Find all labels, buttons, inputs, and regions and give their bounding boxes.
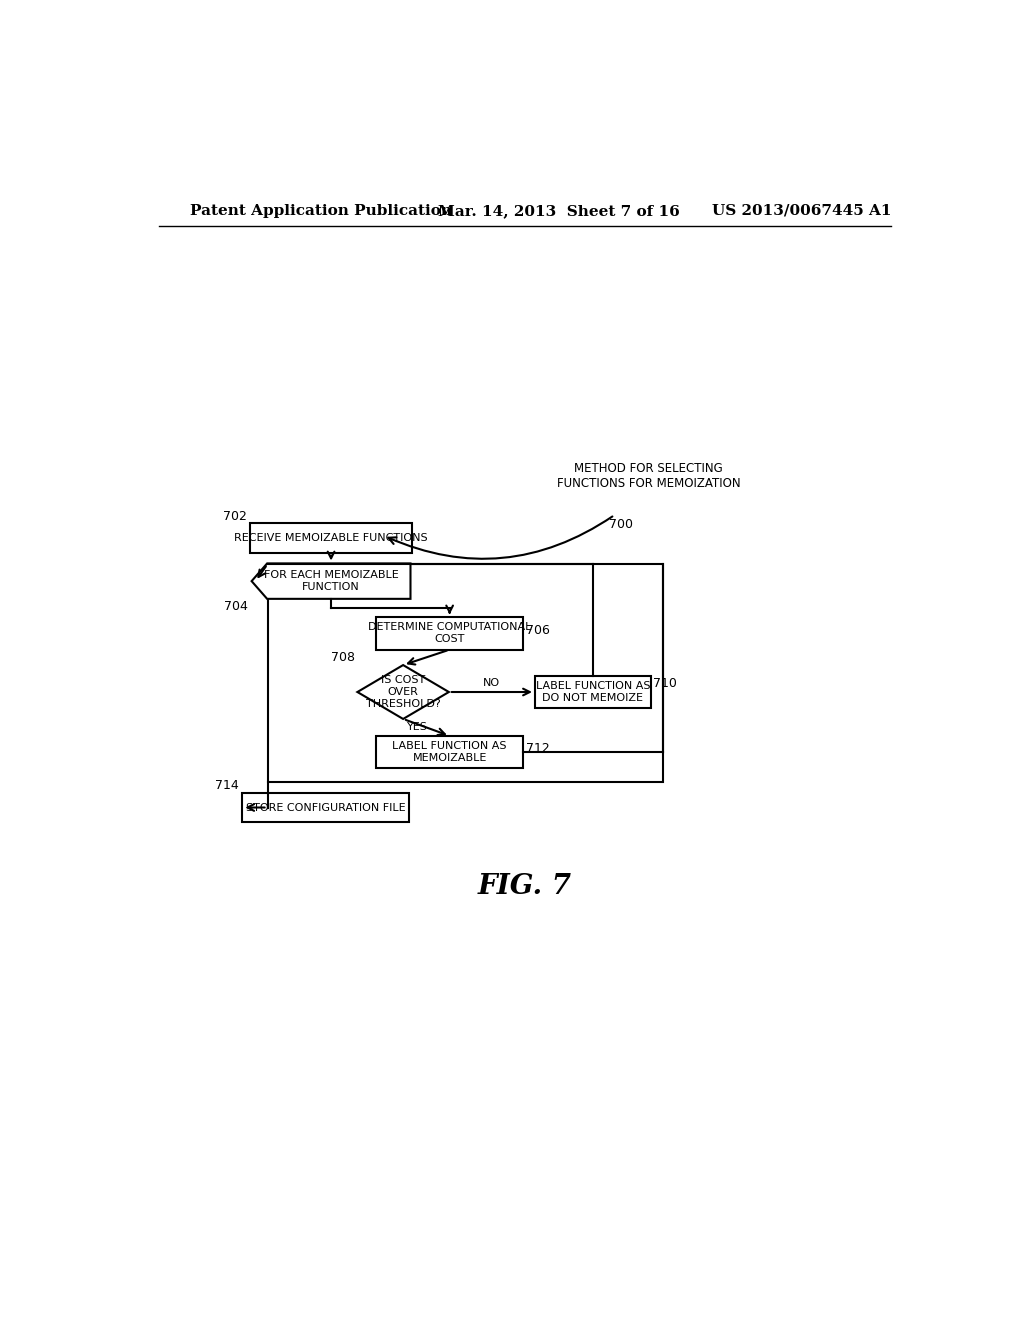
Text: Mar. 14, 2013  Sheet 7 of 16: Mar. 14, 2013 Sheet 7 of 16	[438, 203, 680, 218]
Text: 712: 712	[525, 742, 549, 755]
FancyBboxPatch shape	[267, 564, 663, 781]
Text: 702: 702	[222, 510, 247, 523]
Text: YES: YES	[407, 722, 428, 733]
Text: NO: NO	[483, 678, 501, 688]
Text: METHOD FOR SELECTING
FUNCTIONS FOR MEMOIZATION: METHOD FOR SELECTING FUNCTIONS FOR MEMOI…	[557, 462, 740, 491]
FancyBboxPatch shape	[535, 676, 651, 708]
Text: LABEL FUNCTION AS
MEMOIZABLE: LABEL FUNCTION AS MEMOIZABLE	[392, 741, 507, 763]
Text: DETERMINE COMPUTATIONAL
COST: DETERMINE COMPUTATIONAL COST	[368, 623, 531, 644]
FancyBboxPatch shape	[250, 524, 413, 553]
FancyBboxPatch shape	[243, 793, 409, 822]
FancyBboxPatch shape	[376, 618, 523, 649]
Text: Patent Application Publication: Patent Application Publication	[190, 203, 452, 218]
FancyArrowPatch shape	[388, 516, 612, 558]
Polygon shape	[252, 564, 411, 599]
Text: RECEIVE MEMOIZABLE FUNCTIONS: RECEIVE MEMOIZABLE FUNCTIONS	[234, 533, 428, 543]
Text: LABEL FUNCTION AS
DO NOT MEMOIZE: LABEL FUNCTION AS DO NOT MEMOIZE	[536, 681, 650, 704]
Text: 710: 710	[653, 677, 677, 690]
Text: STORE CONFIGURATION FILE: STORE CONFIGURATION FILE	[246, 803, 406, 813]
FancyBboxPatch shape	[376, 737, 523, 768]
Text: IS COST
OVER
THRESHOLD?: IS COST OVER THRESHOLD?	[366, 675, 440, 709]
Text: FIG. 7: FIG. 7	[478, 873, 571, 899]
Polygon shape	[357, 665, 449, 719]
Text: 706: 706	[525, 624, 550, 638]
Text: FOR EACH MEMOIZABLE
FUNCTION: FOR EACH MEMOIZABLE FUNCTION	[263, 570, 398, 593]
Text: 700: 700	[608, 519, 633, 532]
Text: 704: 704	[224, 601, 248, 614]
Text: 708: 708	[331, 651, 355, 664]
Text: US 2013/0067445 A1: US 2013/0067445 A1	[713, 203, 892, 218]
Text: 714: 714	[215, 779, 240, 792]
